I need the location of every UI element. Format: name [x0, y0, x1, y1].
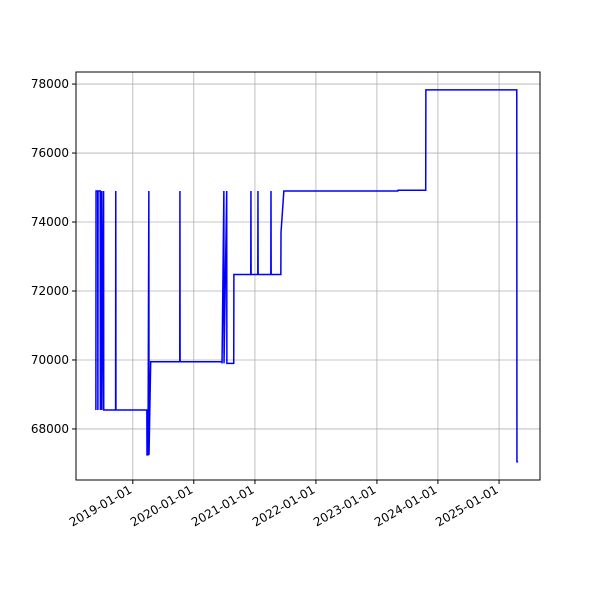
y-tick-label: 68000: [31, 422, 69, 436]
y-tick-label: 70000: [31, 353, 69, 367]
y-tick-label: 78000: [31, 77, 69, 91]
y-tick-label: 74000: [31, 215, 69, 229]
y-tick-label: 76000: [31, 146, 69, 160]
x-tick-label: 2020-01-01: [128, 482, 195, 529]
x-tick-label: 2023-01-01: [311, 482, 378, 529]
x-tick-label: 2022-01-01: [250, 482, 317, 529]
x-tick-label: 2025-01-01: [433, 482, 500, 529]
x-tick-label: 2019-01-01: [67, 482, 134, 529]
y-tick-label: 72000: [31, 284, 69, 298]
plot-frame: [75, 71, 541, 481]
line: [95, 89, 519, 463]
x-tick-label: 2024-01-01: [372, 482, 439, 529]
x-tick-label: 2021-01-01: [189, 482, 256, 529]
